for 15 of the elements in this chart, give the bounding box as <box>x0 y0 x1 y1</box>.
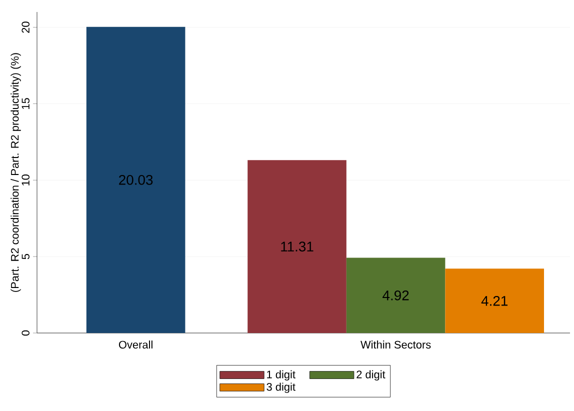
y-axis-title: (Part. R2 coordination / Part. R2 productivity) (%) <box>10 53 21 292</box>
y-tick-label: 15 <box>22 98 30 109</box>
y-tick-label: 5 <box>22 254 30 260</box>
data-label: 20.03 <box>119 174 153 185</box>
x-tick-label: Within Sectors <box>360 340 431 349</box>
y-tick-label: 20 <box>22 22 30 33</box>
data-label: 4.92 <box>382 290 409 300</box>
y-tick-label: 10 <box>22 174 30 186</box>
data-label: 11.31 <box>281 242 314 252</box>
legend-label: 2 digit <box>356 370 386 380</box>
data-label: 4.21 <box>481 296 508 306</box>
legend-label: 3 digit <box>266 382 296 393</box>
y-tick-label: 0 <box>22 330 30 336</box>
legend-label: 1 digit <box>267 370 296 380</box>
x-tick-label: Overall <box>118 340 152 349</box>
